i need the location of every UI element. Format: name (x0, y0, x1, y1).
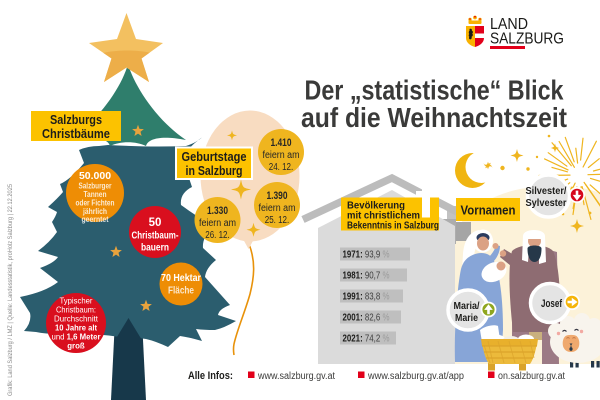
svg-text:SALZBURG: SALZBURG (490, 31, 564, 48)
svg-text:50: 50 (149, 217, 162, 229)
svg-text:1991: 83,8 %: 1991: 83,8 % (343, 292, 390, 303)
svg-text:geerntet: geerntet (82, 214, 109, 224)
svg-text:2021: 74,2 %: 2021: 74,2 % (343, 334, 390, 345)
svg-text:und 1,6 Meter: und 1,6 Meter (52, 332, 102, 342)
svg-text:Salzburger: Salzburger (79, 181, 113, 191)
svg-text:mit christlichem: mit christlichem (347, 210, 420, 222)
svg-text:in Salzburg: in Salzburg (186, 163, 243, 178)
svg-text:24. 12.: 24. 12. (269, 162, 294, 173)
svg-text:70 Hektar: 70 Hektar (161, 272, 201, 284)
svg-text:Silvester/: Silvester/ (526, 185, 567, 197)
svg-text:Tannen: Tannen (84, 189, 107, 199)
svg-text:25. 12.: 25. 12. (265, 215, 290, 226)
svg-text:Bevölkerung: Bevölkerung (347, 200, 405, 212)
svg-text:jährlich: jährlich (82, 206, 107, 216)
svg-text:auf die Weihnachtszeit: auf die Weihnachtszeit (301, 102, 567, 133)
svg-text:bauern: bauern (141, 243, 169, 254)
svg-text:www.salzburg.gv.at/app: www.salzburg.gv.at/app (367, 371, 464, 382)
svg-text:Sylvester: Sylvester (526, 197, 567, 209)
svg-text:10 Jahre alt: 10 Jahre alt (55, 323, 97, 333)
svg-text:Salzburgs: Salzburgs (50, 112, 102, 127)
svg-text:feiern am: feiern am (259, 203, 296, 214)
svg-text:Fläche: Fläche (168, 285, 194, 297)
svg-text:Der „statistische“ Blick: Der „statistische“ Blick (305, 75, 564, 106)
svg-text:Vornamen: Vornamen (461, 203, 516, 218)
svg-text:1981: 90,7 %: 1981: 90,7 % (343, 271, 390, 282)
svg-text:feiern am: feiern am (263, 150, 300, 161)
svg-text:Typischer: Typischer (60, 296, 93, 306)
svg-text:1971: 93,9 %: 1971: 93,9 % (343, 250, 390, 261)
svg-text:Josef: Josef (541, 298, 562, 310)
svg-text:Christbäume: Christbäume (42, 126, 110, 141)
svg-text:Alle Infos:: Alle Infos: (188, 370, 233, 382)
svg-text:Durchschnitt: Durchschnitt (54, 314, 99, 324)
svg-text:1.410: 1.410 (271, 137, 292, 149)
svg-text:2001: 82,6 %: 2001: 82,6 % (343, 313, 390, 324)
svg-text:Grafik: Land Salzburg / LMZ |: Grafik: Land Salzburg / LMZ | Quelle: La… (7, 184, 14, 396)
svg-text:on.salzburg.gv.at: on.salzburg.gv.at (498, 371, 565, 382)
svg-text:LAND: LAND (490, 16, 528, 33)
svg-text:50.000: 50.000 (79, 170, 111, 182)
svg-text:oder Fichten: oder Fichten (76, 198, 115, 208)
svg-text:feiern am: feiern am (199, 218, 236, 229)
svg-text:Bekenntnis in Salzburg: Bekenntnis in Salzburg (347, 220, 439, 232)
svg-text:26. 12.: 26. 12. (205, 230, 230, 241)
svg-text:Geburtstage: Geburtstage (182, 149, 247, 164)
svg-text:1.330: 1.330 (207, 205, 228, 217)
svg-text:Marie: Marie (455, 312, 478, 324)
svg-text:groß: groß (67, 341, 85, 351)
svg-text:Maria/: Maria/ (454, 300, 480, 312)
svg-text:Christbaum-: Christbaum- (132, 231, 179, 242)
svg-text:www.salzburg.gv.at: www.salzburg.gv.at (257, 371, 335, 382)
svg-text:1.390: 1.390 (267, 190, 288, 202)
svg-text:Christbaum:: Christbaum: (56, 305, 96, 315)
